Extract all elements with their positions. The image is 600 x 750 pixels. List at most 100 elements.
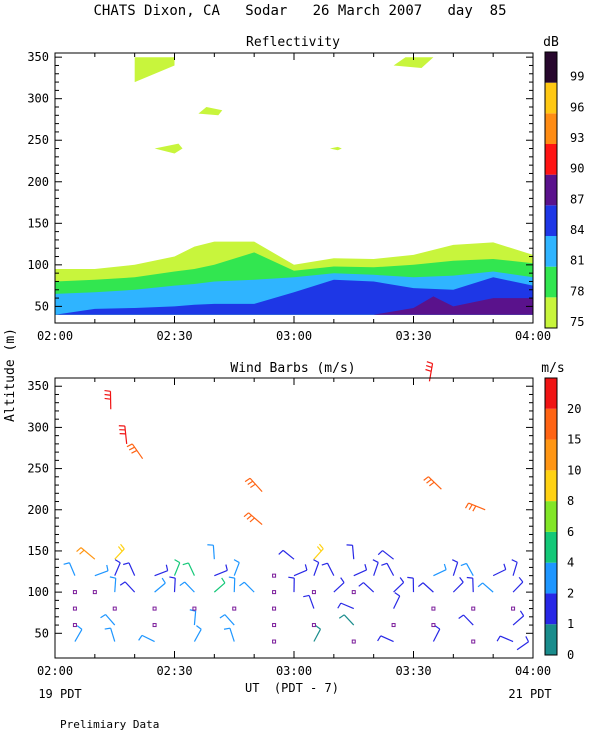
x-axis-label: UT (PDT - 7)	[245, 681, 339, 695]
wind-barb	[76, 547, 96, 560]
calm-marker	[112, 606, 117, 611]
footer-note: Prelimiary Data	[60, 718, 159, 731]
wind-axes: 02:00 02:30 03:00 03:30 04:00 50 100 150 200 250 3…	[27, 378, 551, 678]
calm-marker	[192, 606, 197, 611]
colorbar-swatch-87	[545, 174, 557, 206]
colorbar-swatch-96	[545, 82, 557, 114]
wind-barb	[223, 627, 235, 642]
reflectivity-patch-2	[198, 107, 223, 116]
calm-marker	[72, 590, 77, 595]
reflectivity-axes: 02:00 02:30 03:00 03:30 04:00 50 100 150 200 250 3…	[27, 50, 551, 343]
wind-barb	[432, 625, 441, 642]
calm-marker	[311, 590, 316, 595]
wind-barb	[381, 562, 395, 576]
wind-colorbar-swatch-2	[545, 562, 557, 594]
wind-barb	[393, 577, 405, 593]
colorbar-label: 81	[570, 254, 584, 268]
colorbar-label: 87	[570, 192, 584, 206]
x-tick-label: 03:00	[276, 664, 312, 678]
wind-barb	[407, 576, 415, 593]
colorbar-label: 84	[570, 223, 584, 237]
wind-barb	[118, 425, 128, 444]
colorbar-swatch-84	[545, 205, 557, 236]
y-tick-label: 200	[27, 175, 49, 189]
wind-barb	[169, 576, 176, 593]
wind-colorbar-label: 20	[567, 402, 581, 416]
y-axis-label: Altitude (m)	[3, 328, 18, 422]
calm-marker	[92, 590, 97, 595]
wind-panel: Wind Barbs (m/s) 02:00 02:30 03:00 03:30 04:…	[27, 361, 581, 678]
calm-marker	[511, 606, 516, 611]
wind-barb	[154, 564, 169, 577]
wind-barb	[377, 635, 394, 643]
calm-marker	[72, 623, 77, 628]
colorbar-frame	[544, 51, 558, 329]
colorbar-swatch-99	[545, 52, 557, 83]
wind-colorbar-swatch-6	[545, 501, 557, 532]
wind-colorbar-label: 2	[567, 586, 574, 600]
wind-barb	[372, 559, 379, 576]
colorbar-label: 75	[570, 315, 584, 329]
x-tick-label: 02:00	[37, 664, 73, 678]
wind-barb	[219, 614, 235, 626]
y-tick-label: 100	[27, 585, 49, 599]
wind-colorbar-label: 8	[567, 494, 574, 508]
wind-colorbar-swatch-4	[545, 531, 557, 563]
calm-marker	[471, 639, 476, 644]
calm-marker	[72, 606, 77, 611]
reflectivity-patch-4	[329, 146, 342, 151]
wind-barb	[303, 594, 315, 609]
wind-barb	[464, 502, 486, 512]
x-left-date: 19 PDT	[38, 687, 81, 701]
wind-barb	[458, 614, 474, 626]
calm-marker	[431, 606, 436, 611]
calm-marker	[152, 606, 157, 611]
wind-barb	[313, 559, 320, 576]
y-tick-label: 350	[27, 379, 49, 393]
x-right-date: 21 PDT	[508, 687, 551, 701]
wind-barb	[193, 625, 202, 642]
wind-barb	[466, 576, 474, 593]
reflectivity-patch-1	[393, 57, 434, 68]
x-tick-label: 03:30	[395, 329, 431, 343]
calm-marker	[232, 606, 237, 611]
colorbar-label: 93	[570, 131, 584, 145]
wind-barb	[511, 559, 518, 576]
wind-barb	[189, 609, 197, 626]
calm-marker	[272, 623, 277, 628]
wind-barb	[239, 581, 255, 593]
wind-barb	[477, 582, 494, 593]
wind-barb	[338, 614, 355, 626]
calm-marker	[351, 639, 356, 644]
wind-barb	[278, 549, 295, 560]
wind-colorbar-swatch-20	[545, 378, 557, 409]
y-tick-label: 300	[27, 92, 49, 106]
wind-barb	[114, 543, 125, 560]
wind-colorbar-swatch-1	[545, 593, 557, 625]
wind-colorbar-swatch-15	[545, 408, 557, 440]
reflectivity-fields	[55, 57, 533, 315]
wind-barb	[154, 577, 166, 593]
wind-barbs	[63, 361, 530, 651]
y-tick-label: 50	[35, 299, 49, 313]
wind-colorbar-label: 6	[567, 525, 574, 539]
y-tick-label: 350	[27, 50, 49, 64]
wind-colorbar: 0 1 2 4 6 8 10 15 20	[544, 377, 581, 662]
y-tick-label: 200	[27, 503, 49, 517]
x-tick-label: 02:00	[37, 329, 73, 343]
wind-barb	[492, 563, 507, 577]
wind-barb	[104, 627, 116, 642]
x-tick-label: 03:00	[276, 329, 312, 343]
colorbar-swatch-81	[545, 236, 557, 267]
wind-barb	[207, 544, 215, 560]
wind-colorbar-swatch-0	[545, 624, 557, 655]
wind-barb	[423, 476, 442, 490]
wind-barb	[119, 581, 136, 593]
wind-colorbar-label: 15	[567, 433, 581, 447]
wind-colorbar-frame	[544, 377, 558, 656]
wind-barb	[313, 543, 324, 560]
wind-barb	[100, 613, 116, 626]
colorbar-swatch-90	[545, 144, 557, 175]
colorbar-label: 99	[570, 70, 584, 84]
